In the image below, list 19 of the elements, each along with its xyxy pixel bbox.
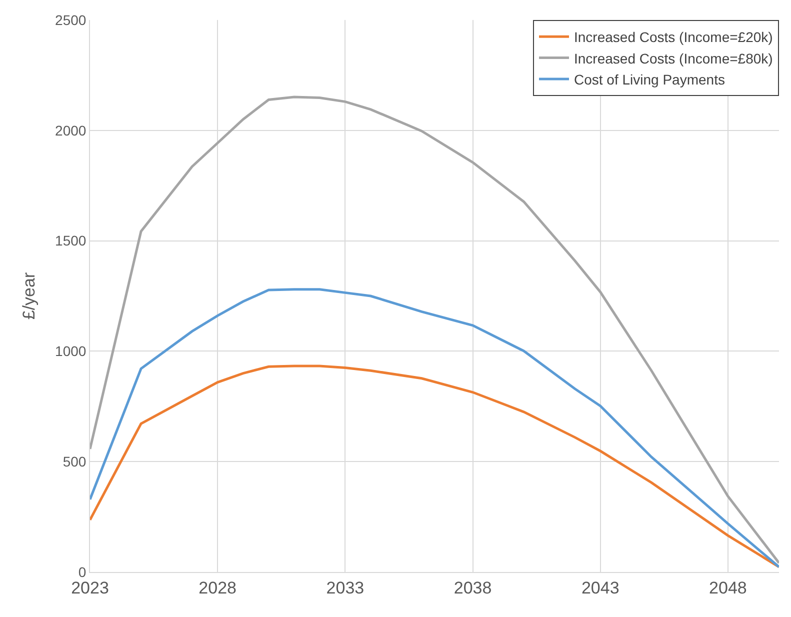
legend-label: Increased Costs (Income=£80k) <box>574 50 773 66</box>
x-tick-label: 2033 <box>326 578 364 598</box>
x-tick-label: 2038 <box>454 578 492 598</box>
legend-label: Increased Costs (Income=£20k) <box>574 29 773 46</box>
y-tick-label: 1500 <box>55 232 86 249</box>
y-tick-label: 2500 <box>55 12 86 28</box>
line-series <box>90 288 779 568</box>
line-series <box>90 96 779 564</box>
x-tick-label: 2048 <box>709 578 747 598</box>
x-tick-label: 2023 <box>71 578 109 598</box>
legend-label: Cost of Living Payments <box>574 71 725 88</box>
y-tick-label: 0 <box>78 564 86 580</box>
x-tick-label: 2043 <box>581 578 620 598</box>
y-tick-label: 1000 <box>55 343 86 360</box>
y-axis-title: £/year <box>20 272 39 320</box>
y-tick-label: 500 <box>62 454 86 470</box>
x-tick-label: 2028 <box>198 578 237 598</box>
y-tick-label: 2000 <box>55 122 86 138</box>
line-series <box>90 364 779 568</box>
